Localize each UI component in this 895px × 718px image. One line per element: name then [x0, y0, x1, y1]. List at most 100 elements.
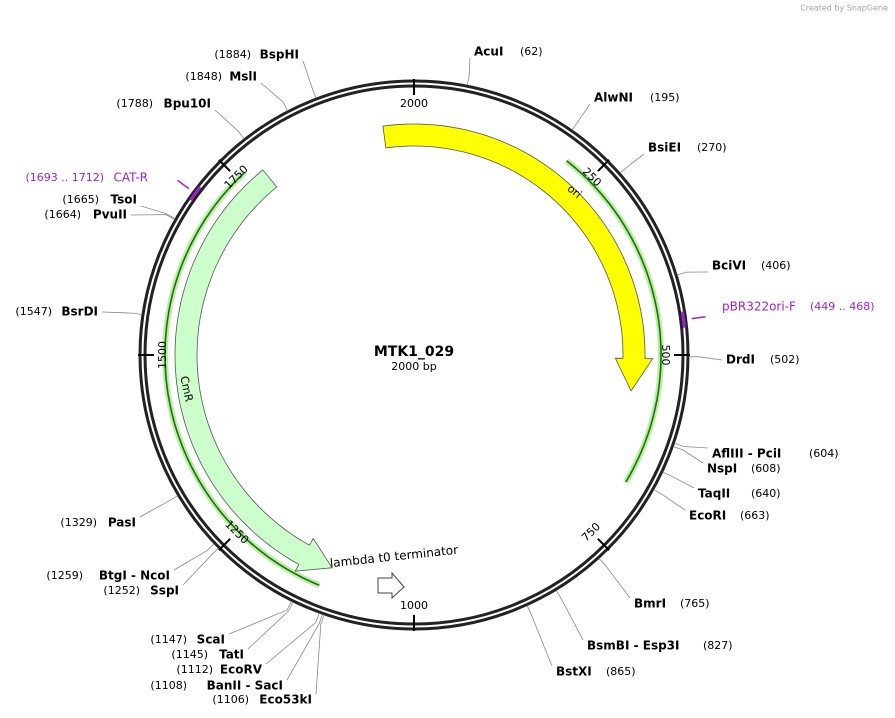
site-position: (1664) [44, 208, 81, 221]
site-position: (1145) [171, 648, 208, 661]
site-position: (62) [520, 45, 543, 58]
site-name: AcuI [474, 45, 503, 59]
plasmid-name: MTK1_029 [374, 344, 454, 360]
site-leader [228, 601, 292, 635]
tick-mark [218, 538, 231, 551]
tick-mark [218, 159, 231, 172]
site-position: (502) [770, 353, 800, 366]
primer-range: (1693 .. 1712) [25, 171, 104, 184]
site-position: (1547) [15, 305, 52, 318]
site-name: ScaI [197, 633, 225, 647]
site-leader [653, 489, 686, 511]
site-name: BsmBI - Esp3I [587, 639, 679, 653]
site-name: NspI [707, 462, 737, 476]
site-position: (1259) [46, 569, 83, 582]
feature-label: lambda t0 terminator [329, 543, 459, 570]
site-position: (1252) [103, 584, 140, 597]
site-position: (406) [761, 259, 791, 272]
site-position: (195) [650, 91, 680, 104]
site-leader [286, 614, 323, 681]
site-position: (865) [606, 665, 636, 678]
site-name: BciVI [712, 259, 746, 273]
site-leader [688, 356, 723, 361]
site-leader [260, 82, 288, 111]
site-name: SspI [150, 584, 179, 598]
site-position: (270) [697, 141, 727, 154]
tick-label: 500 [659, 345, 672, 366]
site-leader [302, 60, 317, 99]
site-name: TaqII [698, 487, 730, 501]
site-leader [571, 103, 591, 131]
site-leader [173, 543, 215, 571]
site-leader [315, 614, 325, 695]
site-name: TsoI [111, 193, 137, 207]
site-leader [673, 446, 704, 464]
site-position: (1147) [150, 633, 187, 646]
primer-leader [177, 179, 190, 190]
site-position: (663) [740, 509, 770, 522]
site-position: (1665) [62, 193, 99, 206]
site-name: TatI [219, 648, 244, 662]
site-leader [101, 311, 143, 315]
primer-range: (449 .. 468) [810, 300, 875, 313]
site-name: AflIII - PciI [712, 447, 781, 461]
site-name: BsiEI [648, 141, 681, 155]
site-name: BstXI [556, 665, 592, 679]
site-position: (827) [703, 639, 733, 652]
site-leader [139, 495, 178, 518]
primer-name: CAT-R [113, 171, 148, 185]
tick-label: 1000 [400, 599, 428, 612]
cmr-arrow [174, 169, 333, 572]
site-name: BtgI - NcoI [99, 569, 170, 583]
site-leader [676, 271, 709, 276]
credit: Created by SnapGene [800, 4, 888, 13]
primer-binding-cmr [164, 171, 320, 587]
site-leader [130, 214, 175, 220]
ori-arrow [382, 123, 654, 392]
site-name: Bpu10I [164, 97, 211, 111]
site-name: EcoRV [220, 663, 263, 677]
site-position: (765) [680, 597, 710, 610]
site-leader [214, 109, 245, 140]
site-position: (1112) [176, 663, 213, 676]
site-leader [526, 605, 553, 667]
site-name: PasI [108, 516, 136, 530]
site-name: MslI [229, 70, 257, 84]
site-position: (1788) [116, 97, 153, 110]
site-name: BmrI [634, 597, 666, 611]
primer-mark [681, 311, 687, 328]
site-name: BspHI [260, 48, 299, 62]
feature-label: CmR [177, 375, 195, 404]
site-position: (1108) [150, 679, 187, 692]
primer-name: pBR322ori-F [722, 300, 796, 314]
site-name: DrdI [726, 353, 755, 367]
site-name: AlwNI [594, 91, 633, 105]
site-leader [620, 153, 645, 174]
primer-binding-ori [566, 160, 662, 483]
plasmid-length: 2000 bp [391, 360, 436, 373]
site-name: BanII - SacI [207, 679, 283, 693]
site-leader [674, 442, 709, 449]
site-position: (608) [751, 462, 781, 475]
site-leader [140, 205, 176, 220]
primer-mark [189, 186, 202, 201]
terminator-arrow [377, 571, 405, 600]
site-name: BsrDI [61, 305, 98, 319]
tick-label: 1500 [156, 341, 169, 369]
site-position: (1848) [185, 70, 222, 83]
primer-leader [691, 316, 706, 320]
tick-mark [597, 538, 610, 551]
site-position: (1884) [214, 48, 251, 61]
site-leader [265, 613, 320, 665]
site-leader [182, 547, 219, 586]
site-leader [555, 590, 584, 641]
site-name: EcoRI [689, 509, 726, 523]
site-position: (1329) [60, 516, 97, 529]
site-leader [598, 558, 631, 599]
site-position: (640) [751, 487, 781, 500]
site-leader [466, 57, 471, 86]
site-position: (604) [809, 447, 839, 460]
tick-mark [597, 159, 610, 172]
site-leader [662, 471, 695, 489]
